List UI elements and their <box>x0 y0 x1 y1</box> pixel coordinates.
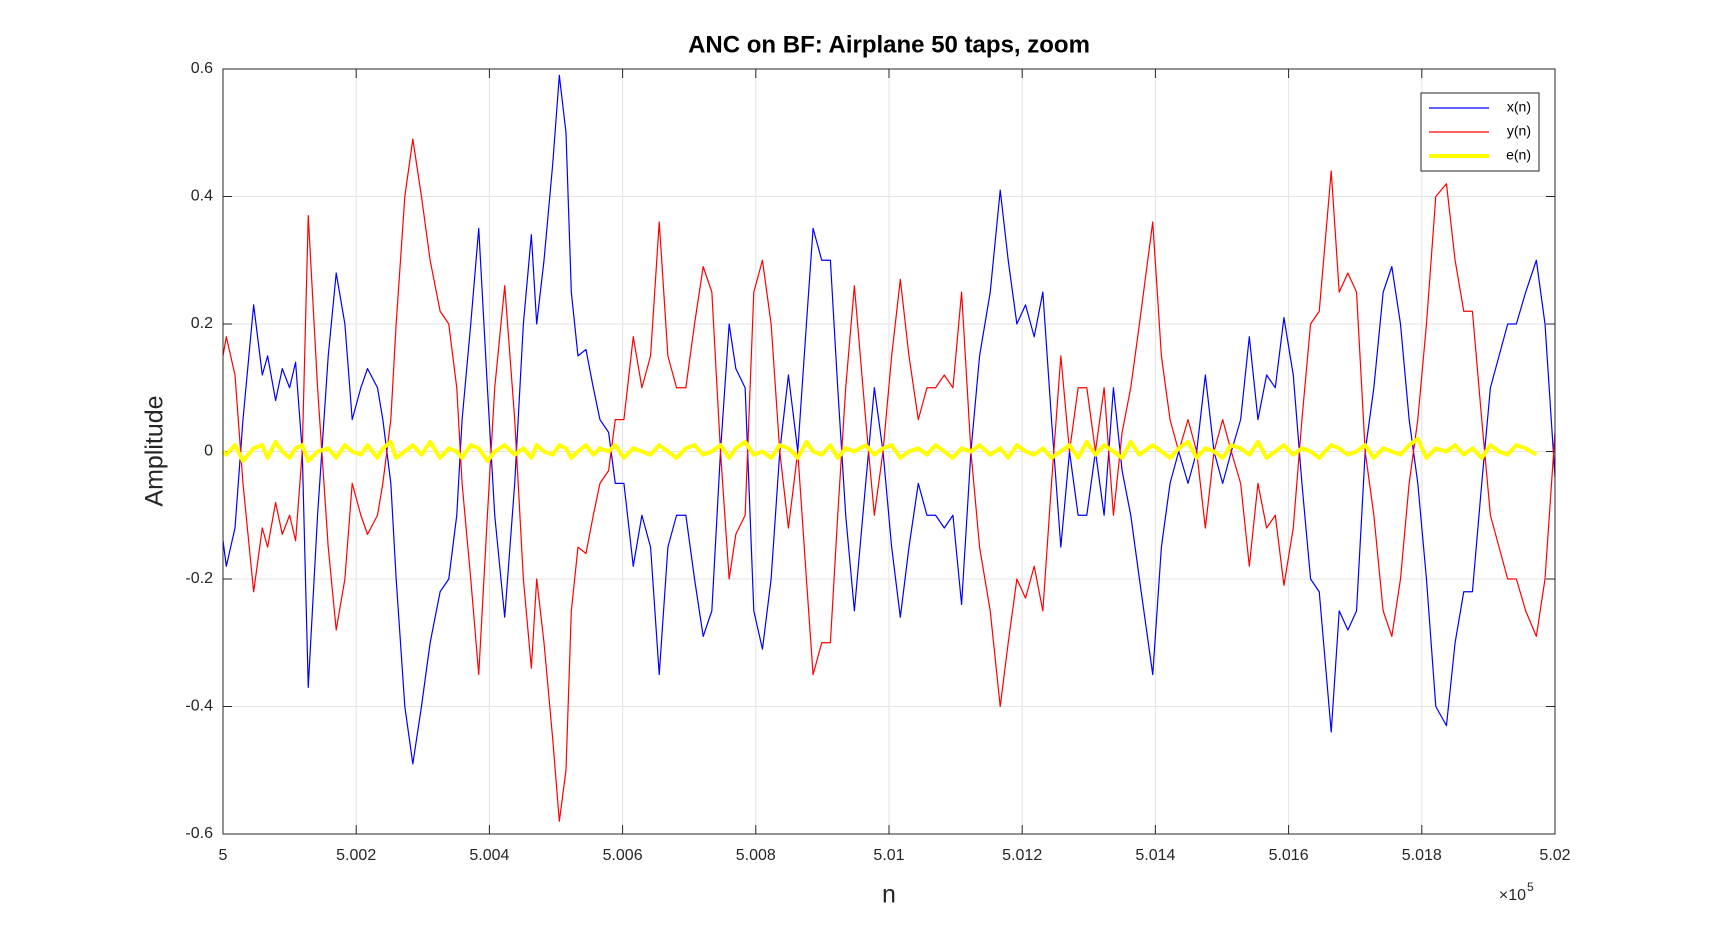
axes-box <box>222 68 1556 835</box>
y-axis-label: Amplitude <box>141 395 169 506</box>
legend-label: x(n) <box>1507 99 1531 115</box>
data-line <box>222 74 1556 765</box>
y-tick-label: 0.2 <box>191 315 213 332</box>
x-exponent-base: ×10 <box>1499 887 1526 904</box>
x-tick-label: 5 <box>219 847 228 864</box>
x-tick-label: 5.02 <box>1539 847 1570 864</box>
x-tick-label: 5.014 <box>1135 847 1175 864</box>
x-exponent: 5 <box>1527 880 1534 894</box>
x-tick-label: 5.016 <box>1269 847 1309 864</box>
x-tick-label: 5.004 <box>469 847 509 864</box>
y-tick-label: -0.2 <box>185 570 213 587</box>
x-tick-label: 5.006 <box>603 847 643 864</box>
x-tick-label: 5.01 <box>873 847 904 864</box>
y-tick-label: 0 <box>204 443 213 460</box>
x-tick-label: 5.008 <box>736 847 776 864</box>
y-tick-label: -0.6 <box>185 825 213 842</box>
y-tick-label: -0.4 <box>185 698 213 715</box>
x-axis-label: n <box>882 881 896 909</box>
y-tick-label: 0.4 <box>191 188 213 205</box>
x-tick-label: 5.018 <box>1402 847 1442 864</box>
x-tick-label: 5.012 <box>1002 847 1042 864</box>
legend-label: e(n) <box>1506 147 1531 163</box>
y-tick-label: 0.6 <box>191 60 213 77</box>
data-line <box>222 138 1556 822</box>
legend: x(n) y(n) e(n) <box>1420 92 1540 172</box>
data-line <box>221 436 1538 464</box>
legend-label: y(n) <box>1507 123 1531 139</box>
chart-title: ANC on BF: Airplane 50 taps, zoom <box>688 31 1090 58</box>
x-tick-label: 5.002 <box>336 847 376 864</box>
